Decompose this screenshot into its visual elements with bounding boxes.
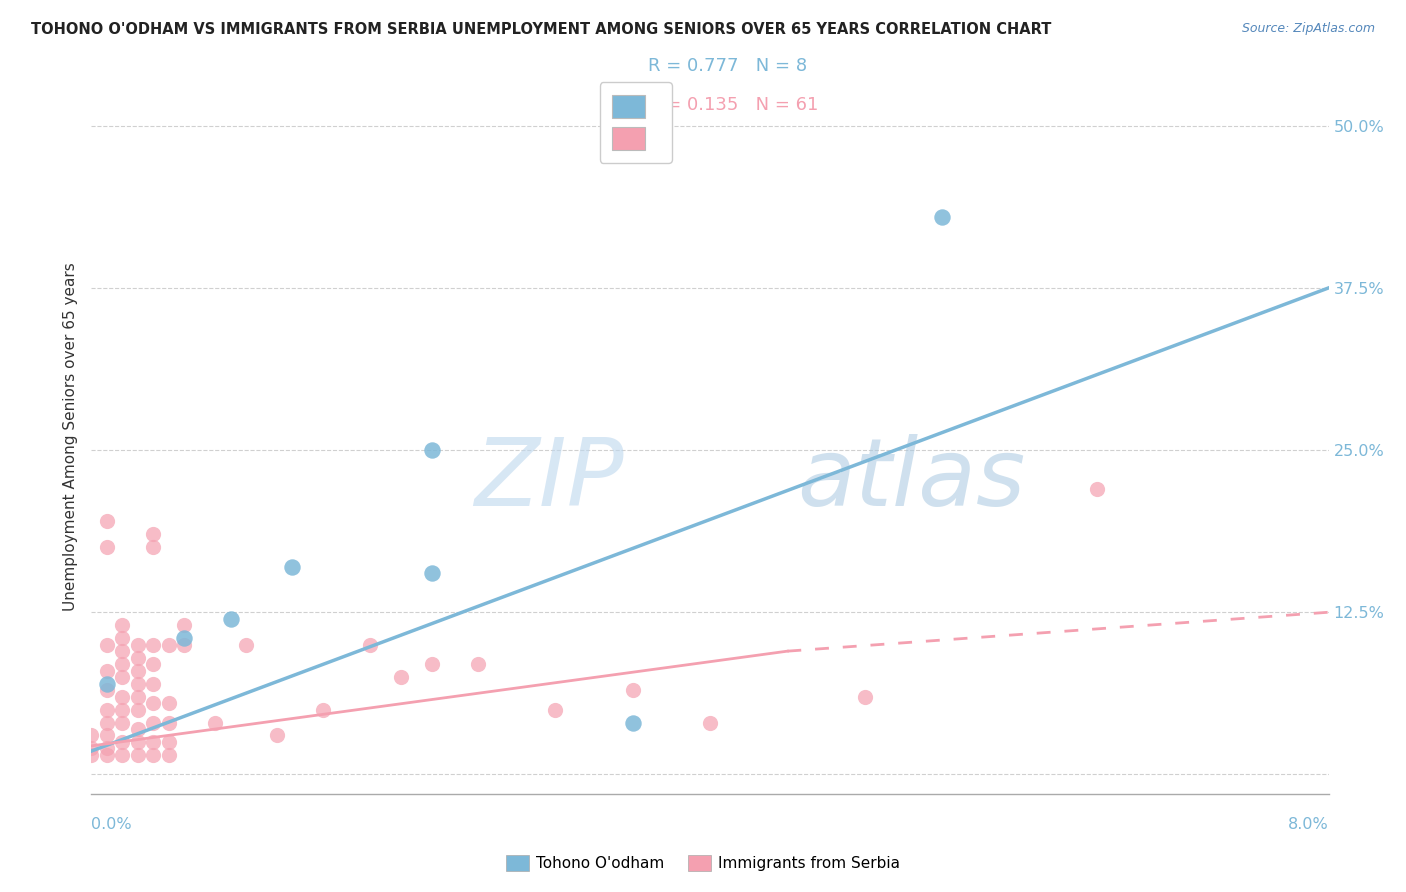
Point (111, 657, 134, 672)
Point (96, 715, 118, 730)
Text: Source: ZipAtlas.com: Source: ZipAtlas.com (1241, 22, 1375, 36)
Point (157, 638, 180, 652)
Point (173, 618, 195, 632)
Point (142, 657, 165, 672)
Point (142, 747, 165, 762)
Point (420, 443, 443, 458)
Point (931, 210, 953, 224)
Point (359, 638, 381, 652)
Point (699, 715, 721, 730)
Point (96, 683, 118, 698)
Point (219, 612, 242, 626)
Point (127, 650, 149, 665)
Point (80, 729, 103, 743)
Point (96, 676, 118, 690)
Legend: Tohono O'odham, Immigrants from Serbia: Tohono O'odham, Immigrants from Serbia (499, 849, 907, 877)
Point (80, 747, 103, 762)
Point (142, 638, 165, 652)
Point (127, 638, 149, 652)
Text: 0.0%: 0.0% (91, 817, 132, 832)
Text: R = 0.777   N = 8: R = 0.777 N = 8 (648, 57, 807, 75)
Point (853, 690, 876, 704)
Point (173, 638, 195, 652)
Point (127, 747, 149, 762)
Point (127, 676, 149, 690)
Point (420, 566, 443, 581)
Point (621, 683, 644, 698)
Point (127, 735, 149, 749)
Point (389, 670, 412, 684)
Text: 8.0%: 8.0% (1288, 817, 1329, 832)
Text: TOHONO O'ODHAM VS IMMIGRANTS FROM SERBIA UNEMPLOYMENT AMONG SENIORS OVER 65 YEAR: TOHONO O'ODHAM VS IMMIGRANTS FROM SERBIA… (31, 22, 1052, 37)
Point (142, 527, 165, 541)
Point (157, 735, 180, 749)
Point (96, 747, 118, 762)
Point (142, 715, 165, 730)
Point (235, 638, 257, 652)
Point (127, 664, 149, 678)
Point (467, 657, 489, 672)
Text: R = 0.135   N = 61: R = 0.135 N = 61 (648, 96, 818, 114)
Point (266, 729, 288, 743)
Point (111, 690, 134, 704)
Point (142, 696, 165, 710)
Point (544, 702, 567, 716)
Point (157, 747, 180, 762)
Point (96, 729, 118, 743)
Point (173, 631, 195, 645)
Point (111, 631, 134, 645)
Point (96, 515, 118, 529)
Point (111, 715, 134, 730)
Point (142, 541, 165, 555)
Point (127, 690, 149, 704)
Point (96, 541, 118, 555)
Point (96, 741, 118, 756)
Text: atlas: atlas (797, 434, 1025, 525)
Point (1085, 482, 1108, 496)
Legend: , : , (600, 82, 672, 163)
Y-axis label: Unemployment Among Seniors over 65 years: Unemployment Among Seniors over 65 years (62, 263, 77, 611)
Point (312, 702, 335, 716)
Point (127, 722, 149, 736)
Point (281, 559, 304, 574)
Point (142, 676, 165, 690)
Point (96, 664, 118, 678)
Point (204, 715, 226, 730)
Point (127, 702, 149, 716)
Point (96, 702, 118, 716)
Point (111, 702, 134, 716)
Text: ZIP: ZIP (474, 434, 623, 525)
Point (111, 644, 134, 658)
Point (111, 747, 134, 762)
Point (621, 715, 644, 730)
Point (157, 696, 180, 710)
Point (80, 741, 103, 756)
Point (111, 735, 134, 749)
Point (142, 735, 165, 749)
Point (96, 638, 118, 652)
Point (420, 657, 443, 672)
Point (111, 618, 134, 632)
Point (111, 670, 134, 684)
Point (157, 715, 180, 730)
